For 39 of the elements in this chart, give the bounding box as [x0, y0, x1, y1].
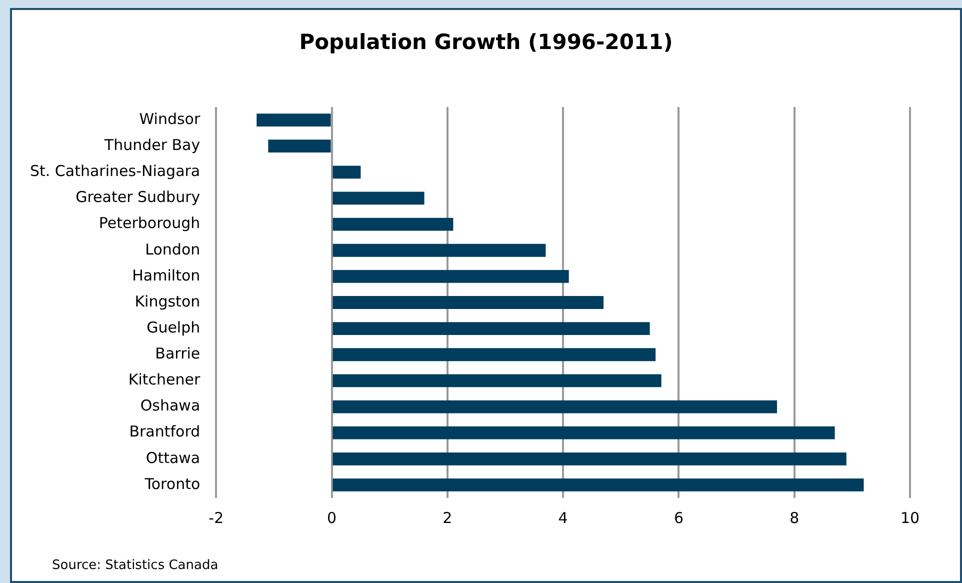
bar: [332, 478, 864, 492]
y-tick-label: Windsor: [139, 110, 201, 128]
chart-title: Population Growth (1996-2011): [298, 30, 674, 54]
y-tick-label: Barrie: [155, 344, 200, 363]
x-tick-label: 10: [900, 508, 920, 527]
y-tick-label: Hamilton: [132, 266, 200, 284]
y-tick-label: Toronto: [144, 474, 200, 493]
bar: [332, 348, 656, 362]
bar: [332, 270, 569, 283]
bar: [268, 140, 331, 153]
y-tick-label: Peterborough: [98, 214, 200, 232]
bar: [332, 244, 546, 257]
bar: [332, 322, 650, 336]
y-tick-label: Guelph: [146, 318, 200, 336]
bar: [332, 426, 835, 440]
y-tick-label: Ottawa: [146, 448, 200, 467]
bar: [332, 296, 604, 309]
y-tick-label: St. Catharines-Niagara: [30, 162, 200, 180]
x-tick-label: 2: [442, 508, 452, 527]
bar: [332, 400, 778, 414]
bar: [332, 218, 454, 231]
x-tick-label: 8: [790, 508, 800, 527]
bar: [256, 114, 331, 126]
y-tick-label: Thunder Bay: [103, 136, 200, 154]
y-tick-label: London: [145, 240, 200, 258]
source-note: Source: Statistics Canada: [52, 558, 218, 573]
y-tick-label: Greater Sudbury: [76, 188, 200, 206]
y-tick-label: Kingston: [134, 292, 200, 310]
bar: [332, 166, 361, 179]
y-tick-label: Kitchener: [128, 370, 201, 389]
bar: [332, 192, 424, 205]
y-tick-label: Oshawa: [140, 396, 200, 415]
x-tick-label: 6: [674, 508, 684, 527]
x-tick-label: 0: [327, 508, 337, 527]
x-tick-label: -2: [208, 508, 224, 527]
y-tick-label: Brantford: [129, 422, 200, 441]
x-tick-label: 4: [558, 508, 568, 527]
bar: [332, 452, 846, 466]
bar: [332, 374, 662, 388]
